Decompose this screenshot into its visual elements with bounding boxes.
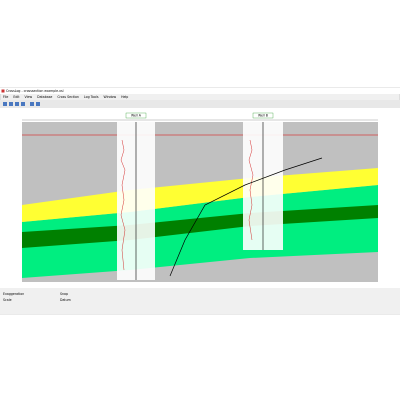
app-icon	[1, 89, 5, 93]
menu-item[interactable]: Edit	[13, 95, 20, 99]
yellow-layer	[22, 168, 378, 222]
menu-bar: File Edit View Database Cross Section Log Too…	[3, 95, 128, 99]
menu-item[interactable]: Database	[37, 95, 52, 99]
well-name: Well B	[258, 114, 268, 118]
fault-line	[169, 157, 323, 277]
log-curve	[120, 139, 126, 271]
tool-button[interactable]	[9, 102, 13, 106]
well-label-box	[252, 112, 274, 119]
toolbar-icons	[3, 102, 40, 106]
menu-item[interactable]: Help	[121, 95, 128, 99]
tool-button[interactable]	[30, 102, 34, 106]
status-label: Exaggeration	[3, 292, 24, 296]
status-label: Scale	[3, 298, 12, 302]
tool-button[interactable]	[15, 102, 19, 106]
menu-item[interactable]: Cross Section	[57, 95, 79, 99]
tool-button[interactable]	[21, 102, 25, 106]
tool-button[interactable]	[3, 102, 7, 106]
well-label-box	[125, 112, 147, 119]
toolbar	[0, 100, 400, 108]
tool-button[interactable]	[36, 102, 40, 106]
well-name: Well A	[131, 114, 142, 118]
menu-item[interactable]: Log Tools	[84, 95, 99, 99]
status-label: Snap	[60, 292, 68, 296]
menu-item[interactable]: File	[3, 95, 8, 99]
status-panel	[0, 288, 400, 314]
menu-item[interactable]: Window	[103, 95, 116, 99]
menu-item[interactable]: View	[25, 95, 33, 99]
title-bar	[0, 88, 400, 94]
status-label: Datum	[60, 298, 71, 302]
window-title: CrossLog - crosssection example.xsl	[6, 89, 64, 93]
dark-green-layer	[22, 205, 378, 248]
